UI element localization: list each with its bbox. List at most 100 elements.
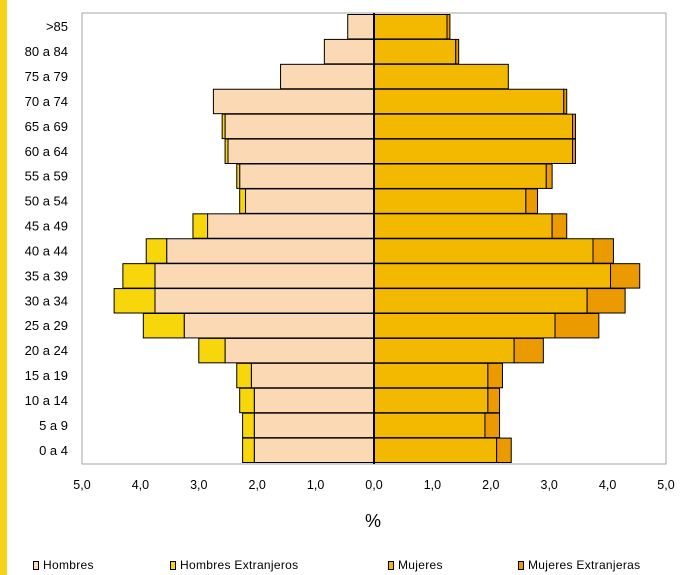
bar-mujeres-extranjeras-80-a-84: [455, 38, 460, 65]
bar-mujeres-extranjeras-20-a-24: [513, 337, 544, 364]
bar-hombres-40-a-44: [166, 238, 375, 264]
bar-hombres-30-a-34: [154, 288, 375, 314]
bar-mujeres-extranjeras-70-a-74: [563, 88, 568, 115]
bar-mujeres-70-a-74: [373, 88, 565, 115]
x-tick-label-0: 5,0: [73, 478, 90, 492]
x-tick-label-7: 2,0: [482, 478, 499, 492]
bar-mujeres-55-a-59: [373, 163, 547, 189]
bar-mujeres-extranjeras-30-a-34: [586, 288, 626, 314]
legend: Hombres Hombres Extranjeros Mujeres Muje…: [0, 555, 681, 575]
bar-hombres-85: [347, 14, 375, 40]
bar-hombres-55-a-59: [239, 163, 375, 189]
bar-mujeres-extranjeras-55-a-59: [545, 163, 553, 189]
bar-hombres-extranjeros-40-a-44: [145, 238, 168, 264]
bar-hombres-5-a-9: [253, 412, 375, 439]
x-tick-label-10: 5,0: [657, 478, 674, 492]
bar-mujeres-80-a-84: [373, 38, 457, 65]
age-label-55-a-59: 55 a 59: [25, 169, 68, 184]
legend-swatch-mujeres: [388, 560, 394, 570]
age-label-30-a-34: 30 a 34: [25, 293, 68, 308]
age-label-65-a-69: 65 a 69: [25, 119, 68, 134]
legend-swatch-hombres-extranjeros: [170, 560, 176, 570]
x-tick-label-3: 2,0: [249, 478, 266, 492]
x-tick-label-4: 1,0: [307, 478, 324, 492]
bar-hombres-extranjeros-20-a-24: [198, 337, 226, 364]
bar-mujeres-85: [373, 14, 448, 40]
age-label-10-a-14: 10 a 14: [25, 393, 68, 408]
age-group-labels: 0 a 4 5 a 9 10 a 14 15 a 19 20 a 24 25 a 29 30…: [25, 19, 68, 458]
bar-hombres-extranjeros-35-a-39: [122, 263, 156, 289]
bar-mujeres-45-a-49: [373, 213, 553, 239]
bar-hombres-10-a-14: [253, 387, 375, 414]
age-label-60-a-64: 60 a 64: [25, 144, 68, 159]
bar-hombres-extranjeros-50-a-54: [239, 188, 247, 214]
x-tick-label-6: 1,0: [424, 478, 441, 492]
bar-hombres-extranjeros-10-a-14: [239, 387, 255, 414]
bar-mujeres-extranjeras-10-a-14: [487, 387, 501, 414]
legend-swatch-mujeres-extranjeras: [518, 560, 524, 570]
bar-mujeres-30-a-34: [373, 288, 588, 314]
bar-hombres-35-a-39: [154, 263, 375, 289]
age-label-25-a-29: 25 a 29: [25, 318, 68, 333]
bar-hombres-extranjeros-5-a-9: [242, 412, 255, 439]
bar-mujeres-10-a-14: [373, 387, 489, 414]
bar-mujeres-75-a-79: [373, 63, 509, 90]
legend-item-mujeres: Mujeres: [388, 558, 443, 572]
bar-mujeres-extranjeras-5-a-9: [484, 412, 501, 439]
bar-mujeres-extranjeras-45-a-49: [551, 213, 568, 239]
bar-mujeres-extranjeras-85: [446, 14, 451, 40]
bar-mujeres-extranjeras-50-a-54: [525, 188, 539, 214]
bar-mujeres-0-a-4: [373, 437, 498, 464]
bar-mujeres-extranjeras-60-a-64: [572, 138, 576, 165]
age-label-0-a-4: 0 a 4: [39, 443, 68, 458]
bar-hombres-extranjeros-45-a-49: [192, 213, 209, 239]
legend-label-hombres-extranjeros: Hombres Extranjeros: [180, 558, 299, 572]
bar-hombres-25-a-29: [183, 313, 375, 339]
bar-hombres-80-a-84: [323, 38, 375, 65]
x-tick-label-1: 4,0: [132, 478, 149, 492]
bar-hombres-75-a-79: [280, 63, 375, 90]
bar-hombres-60-a-64: [227, 138, 375, 165]
age-label-20-a-24: 20 a 24: [25, 343, 68, 358]
bar-mujeres-extranjeras-40-a-44: [592, 238, 614, 264]
bar-hombres-50-a-54: [245, 188, 375, 214]
bar-mujeres-20-a-24: [373, 337, 515, 364]
bar-hombres-0-a-4: [253, 437, 375, 464]
age-label-75-a-79: 75 a 79: [25, 69, 68, 84]
bar-mujeres-15-a-19: [373, 362, 489, 389]
bar-hombres-70-a-74: [212, 88, 375, 115]
x-tick-label-9: 4,0: [599, 478, 616, 492]
bar-mujeres-65-a-69: [373, 113, 574, 140]
age-label-35-a-39: 35 a 39: [25, 268, 68, 283]
bar-mujeres-60-a-64: [373, 138, 574, 165]
population-pyramid-chart: 0 a 4 5 a 9 10 a 14 15 a 19 20 a 24 25 a 29 30…: [25, 12, 675, 531]
legend-swatch-hombres: [33, 560, 39, 570]
age-label-50-a-54: 50 a 54: [25, 194, 68, 209]
age-label-15-a-19: 15 a 19: [25, 368, 68, 383]
bar-mujeres-40-a-44: [373, 238, 594, 264]
legend-label-mujeres: Mujeres: [398, 558, 443, 572]
bar-mujeres-50-a-54: [373, 188, 527, 214]
bar-hombres-extranjeros-0-a-4: [242, 437, 255, 464]
bar-hombres-20-a-24: [224, 337, 375, 364]
bar-mujeres-25-a-29: [373, 313, 556, 339]
x-tick-label-8: 3,0: [541, 478, 558, 492]
legend-item-hombres: Hombres: [33, 558, 94, 572]
bar-hombres-extranjeros-60-a-64: [224, 138, 229, 165]
legend-label-mujeres-extranjeras: Mujeres Extranjeras: [528, 558, 641, 572]
age-label-70-a-74: 70 a 74: [25, 94, 68, 109]
bar-mujeres-extranjeras-25-a-29: [554, 313, 600, 339]
age-label-80-a-84: 80 a 84: [25, 44, 68, 59]
x-tick-label-2: 3,0: [190, 478, 207, 492]
bar-hombres-45-a-49: [207, 213, 375, 239]
bar-mujeres-5-a-9: [373, 412, 486, 439]
bar-mujeres-35-a-39: [373, 263, 612, 289]
bar-hombres-extranjeros-25-a-29: [142, 313, 185, 339]
bar-hombres-extranjeros-55-a-59: [236, 163, 241, 189]
age-label-85: >85: [46, 19, 68, 34]
age-label-40-a-44: 40 a 44: [25, 243, 68, 258]
bar-hombres-15-a-19: [250, 362, 375, 389]
legend-item-mujeres-extranjeras: Mujeres Extranjeras: [518, 558, 640, 572]
x-tick-label-5: 0,0: [365, 478, 382, 492]
x-tick-labels: 5,0 4,0 3,0 2,0 1,0 0,0 1,0 2,0 3,0 4,0 5,0: [73, 478, 674, 492]
